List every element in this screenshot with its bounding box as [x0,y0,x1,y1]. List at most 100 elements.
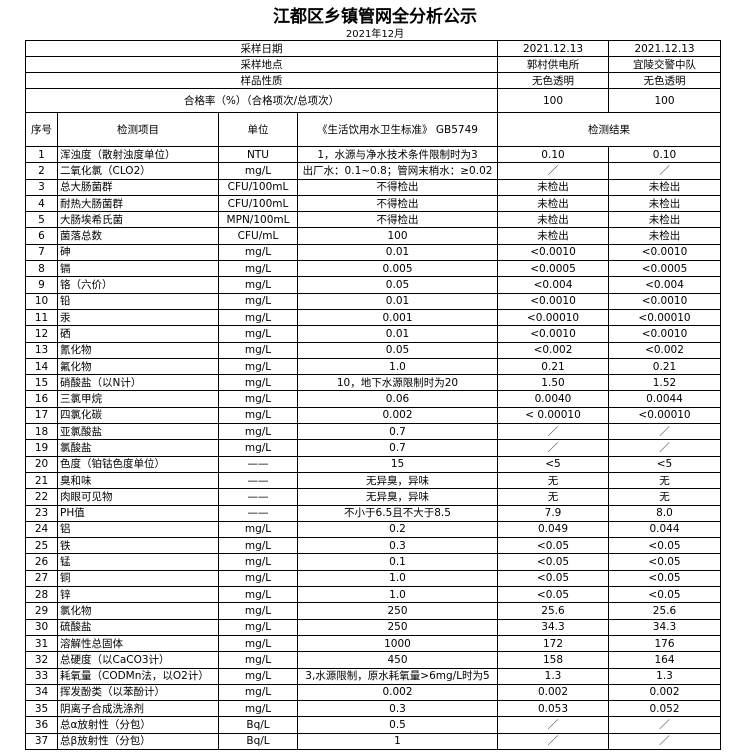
result: 1.3 [608,667,721,685]
item: 总大肠菌群 [57,178,219,196]
unit: —— [218,504,298,522]
result: <0.002 [608,341,721,359]
standard: 出厂水：0.1~0.8；管网末梢水：≥0.02 [297,162,498,180]
unit: mg/L [218,162,298,180]
column-header: 单位 [218,112,298,147]
result: 0.10 [608,145,721,164]
data-row: 27 铜 mg/L 1.0 <0.05 <0.05 [25,569,721,588]
item: 大肠埃希氏菌 [57,211,219,229]
item: 三氯甲烷 [57,390,219,408]
serial: 8 [25,260,58,278]
data-row: 16 三氯甲烷 mg/L 0.06 0.0040 0.0044 [25,390,721,408]
info-value: 100 [608,88,721,113]
serial: 24 [25,520,58,539]
standard: 1.0 [297,586,498,604]
unit: mg/L [218,618,298,636]
result: 7.9 [497,504,609,522]
subtitle: 2021年12月 [345,29,405,40]
result: <0.0010 [497,243,609,262]
item: 铁 [57,537,219,555]
item: 总β放射性（分包） [57,732,219,750]
result: 0.21 [497,357,609,376]
item: 菌落总数 [57,227,219,245]
result: <5 [608,455,721,473]
info-value: 100 [497,88,609,113]
unit: mg/L [218,634,298,653]
unit: mg/L [218,520,298,539]
item: 镉 [57,260,219,278]
serial: 2 [25,162,58,180]
data-row: 1 浑浊度（散射浊度单位） NTU 1，水源与净水技术条件限制时为3 0.10 0.10 [25,145,721,164]
result: 8.0 [608,504,721,522]
data-row: 10 铅 mg/L 0.01 <0.0010 <0.0010 [25,292,721,310]
result: 无 [608,471,721,490]
result: < 0.00010 [497,406,609,425]
data-row: 29 氯化物 mg/L 250 25.6 25.6 [25,602,721,620]
standard: 不得检出 [297,178,498,196]
data-row: 30 硫酸盐 mg/L 250 34.3 34.3 [25,618,721,636]
result: 未检出 [608,211,721,229]
unit: mg/L [218,651,298,669]
data-row: 34 挥发酚类（以苯酚计） mg/L 0.002 0.002 0.002 [25,683,721,702]
standard: 0.01 [297,292,498,310]
unit: —— [218,471,298,490]
serial: 31 [25,634,58,653]
result: <0.0010 [608,292,721,310]
serial: 12 [25,325,58,343]
serial: 34 [25,683,58,702]
unit: NTU [218,145,298,164]
standard: 0.7 [297,439,498,457]
result: <0.0010 [608,325,721,343]
result: <0.00010 [608,308,721,327]
unit: —— [218,455,298,473]
info-value: 无色透明 [497,72,609,89]
unit: mg/L [218,357,298,376]
serial: 20 [25,455,58,473]
result: ／ [608,716,721,734]
standard: 0.06 [297,390,498,408]
unit: Bq/L [218,716,298,734]
standard: 0.002 [297,683,498,702]
unit: mg/L [218,537,298,555]
result: 1.50 [497,374,609,392]
item: 氯化物 [57,602,219,620]
item: 肉眼可见物 [57,488,219,506]
data-row: 17 四氯化碳 mg/L 0.002 < 0.00010 <0.00010 [25,406,721,425]
unit: mg/L [218,423,298,441]
data-row: 31 溶解性总固体 mg/L 1000 172 176 [25,634,721,653]
serial: 6 [25,227,58,245]
standard: 1.0 [297,357,498,376]
standard: 不得检出 [297,211,498,229]
info-row: 采样日期 2021.12.13 2021.12.13 [25,40,721,57]
standard: 3,水源限制，原水耗氧量>6mg/L时为5 [297,667,498,685]
data-row: 32 总硬度（以CaCO3计） mg/L 450 158 164 [25,651,721,669]
item: 氰化物 [57,341,219,359]
result: 0.044 [608,520,721,539]
unit: mg/L [218,683,298,702]
unit: mg/L [218,243,298,262]
data-row: 35 阴离子合成洗涤剂 mg/L 0.3 0.053 0.052 [25,700,721,718]
serial: 37 [25,732,58,750]
standard: 0.5 [297,716,498,734]
standard: 0.3 [297,700,498,718]
result: ／ [608,423,721,441]
serial: 17 [25,406,58,425]
standard: 0.001 [297,308,498,327]
result: <0.05 [608,537,721,555]
standard: 100 [297,227,498,245]
data-row: 23 PH值 —— 不小于6.5且不大于8.5 7.9 8.0 [25,504,721,522]
item: 溶解性总固体 [57,634,219,653]
result: 176 [608,634,721,653]
unit: Bq/L [218,732,298,750]
data-row: 13 氰化物 mg/L 0.05 <0.002 <0.002 [25,341,721,359]
unit: mg/L [218,341,298,359]
serial: 35 [25,700,58,718]
serial: 7 [25,243,58,262]
data-row: 2 二氧化氯（CLO2） mg/L 出厂水：0.1~0.8；管网末梢水：≥0.02 ／／ [25,162,721,180]
result: <0.00010 [608,406,721,425]
standard: 0.005 [297,260,498,278]
result: 0.002 [608,683,721,702]
result: 158 [497,651,609,669]
item: 硒 [57,325,219,343]
